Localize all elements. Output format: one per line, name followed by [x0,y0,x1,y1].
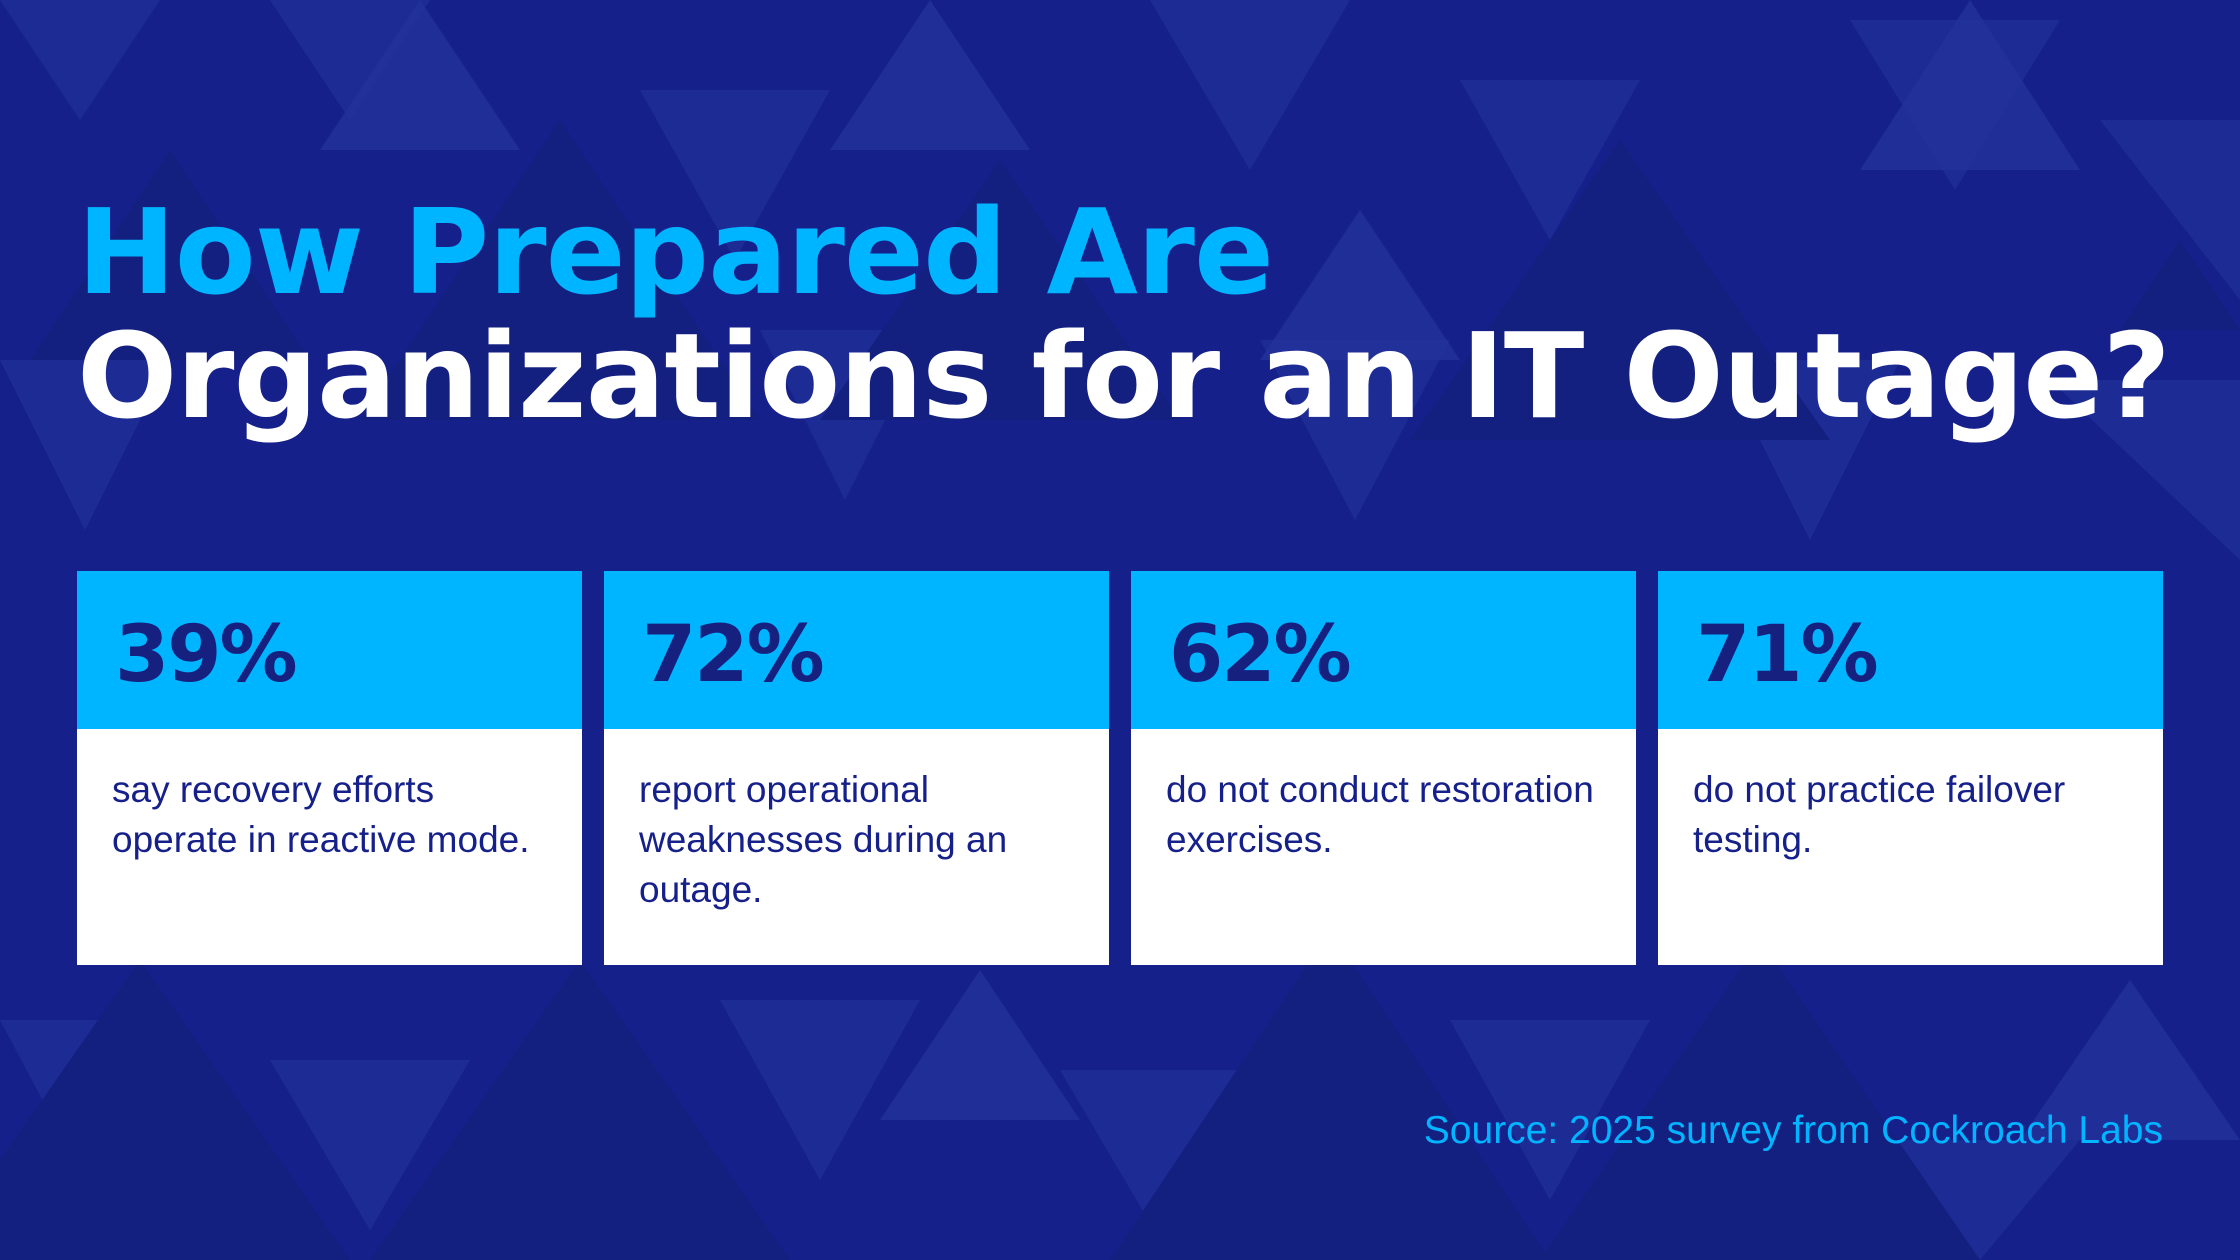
stat-card-reactive-recovery: 39% say recovery efforts operate in reac… [77,571,582,965]
stat-value: 71% [1696,610,1879,700]
stat-card-header: 62% [1131,571,1636,729]
stat-value: 39% [115,610,298,700]
page-title: How Prepared Are Organizations for an IT… [77,183,2171,445]
stat-value: 72% [642,610,825,700]
stat-description: report operational weaknesses during an … [639,769,1008,910]
stat-card-header: 39% [77,571,582,729]
title-line-accent: How Prepared Are [77,183,1274,321]
stat-card-header: 71% [1658,571,2163,729]
stat-description: do not practice failover testing. [1693,769,2066,860]
stat-description: do not conduct restoration exercises. [1166,769,1594,860]
stat-card-header: 72% [604,571,1109,729]
stat-card-restoration-exercises: 62% do not conduct restoration exercises… [1131,571,1636,965]
source-citation: Source: 2025 survey from Cockroach Labs [1423,1109,2163,1152]
stat-value: 62% [1169,610,1352,700]
title-line-main: Organizations for an IT Outage? [77,307,2171,445]
stat-description: say recovery efforts operate in reactive… [112,769,530,860]
stat-card-failover-testing: 71% do not practice failover testing. [1658,571,2163,965]
stat-card-operational-weaknesses: 72% report operational weaknesses during… [604,571,1109,965]
